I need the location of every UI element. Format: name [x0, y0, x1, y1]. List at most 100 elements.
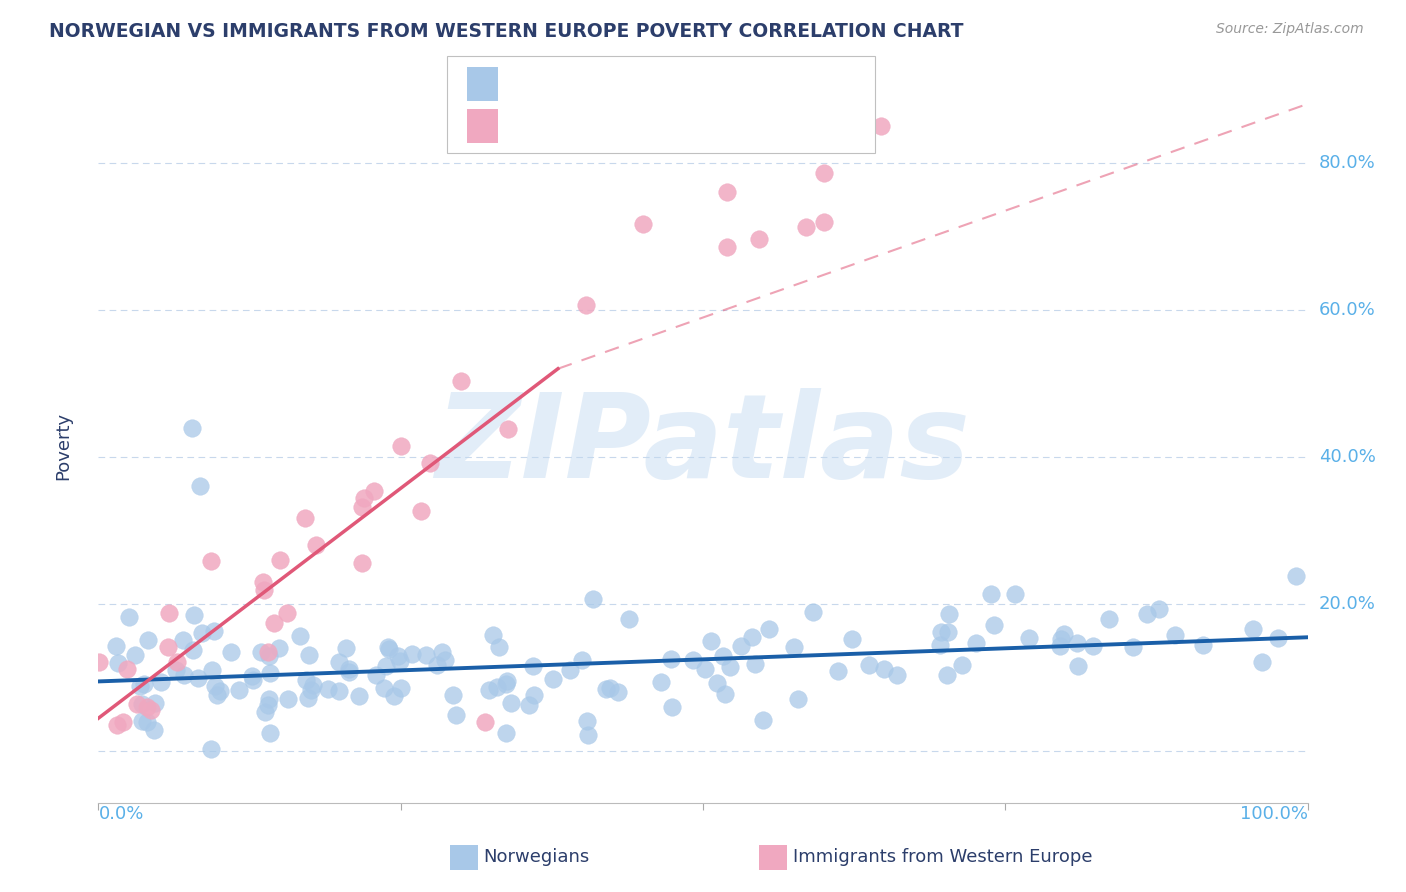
Point [1081, 639, 1104, 653]
Point [650, 675, 672, 690]
Point [474, 714, 496, 729]
Point [294, 673, 316, 687]
Point [1191, 639, 1213, 653]
Point [105, 718, 128, 732]
Point [1251, 655, 1274, 669]
Point [485, 680, 508, 694]
Point [259, 666, 281, 681]
Point [172, 632, 194, 647]
Point [1163, 628, 1185, 642]
Point [190, 479, 212, 493]
Point [316, 681, 339, 696]
Point [263, 615, 285, 630]
Point [240, 669, 263, 683]
Point [783, 640, 806, 654]
Point [328, 655, 350, 669]
Point [714, 687, 737, 701]
Point [938, 607, 960, 621]
Point [299, 683, 322, 698]
Point [349, 690, 371, 704]
Point [250, 644, 273, 658]
Text: 0.0%: 0.0% [98, 805, 143, 823]
Point [132, 677, 155, 691]
Point [205, 688, 228, 702]
Point [159, 606, 181, 620]
Y-axis label: Poverty: Poverty [55, 412, 73, 480]
Point [143, 697, 166, 711]
Point [980, 587, 1002, 601]
Point [607, 684, 630, 698]
Point [298, 648, 321, 663]
Point [758, 622, 780, 636]
Point [181, 642, 204, 657]
Point [387, 648, 409, 663]
Point [599, 681, 621, 696]
Point [1004, 587, 1026, 601]
Point [495, 725, 517, 739]
Point [478, 682, 501, 697]
Text: 100.0%: 100.0% [1240, 805, 1308, 823]
Point [124, 648, 146, 662]
Point [328, 684, 350, 698]
Point [1267, 631, 1289, 645]
Point [183, 608, 205, 623]
Point [269, 553, 291, 567]
Point [541, 672, 564, 686]
Point [253, 583, 276, 598]
Point [389, 439, 412, 453]
Point [419, 456, 441, 470]
Point [335, 641, 357, 656]
Point [375, 659, 398, 673]
Point [228, 683, 250, 698]
Point [582, 591, 605, 606]
Point [256, 645, 278, 659]
Point [716, 240, 738, 254]
Point [869, 119, 891, 133]
Point [135, 700, 157, 714]
Point [294, 511, 316, 525]
Point [1018, 631, 1040, 645]
Point [337, 662, 360, 676]
Point [498, 422, 520, 436]
Point [382, 689, 405, 703]
Point [841, 632, 863, 646]
Point [488, 640, 510, 654]
Point [350, 500, 373, 515]
Point [1136, 607, 1159, 622]
Point [143, 723, 166, 737]
Text: N =  38: N = 38 [661, 118, 735, 136]
Point [190, 625, 212, 640]
Point [415, 648, 437, 662]
Point [125, 697, 148, 711]
Point [965, 636, 987, 650]
Point [149, 675, 172, 690]
Point [242, 673, 264, 688]
Point [276, 607, 298, 621]
Point [1122, 640, 1144, 654]
Point [111, 714, 134, 729]
Point [560, 663, 582, 677]
Point [432, 644, 454, 658]
Point [411, 504, 433, 518]
Point [813, 214, 835, 228]
Point [522, 659, 544, 673]
Point [253, 705, 276, 719]
Point [166, 655, 188, 669]
Point [389, 654, 412, 668]
Point [801, 605, 824, 619]
Point [1067, 658, 1090, 673]
Point [135, 714, 157, 729]
Point [718, 660, 741, 674]
Point [157, 640, 180, 654]
Point [377, 640, 399, 654]
Point [305, 538, 328, 552]
Point [259, 691, 281, 706]
Text: NORWEGIAN VS IMMIGRANTS FROM WESTERN EUROPE POVERTY CORRELATION CHART: NORWEGIAN VS IMMIGRANTS FROM WESTERN EUR… [49, 22, 963, 41]
Point [181, 420, 204, 434]
Text: Immigrants from Western Europe: Immigrants from Western Europe [793, 848, 1092, 866]
Text: ZIPatlas: ZIPatlas [436, 389, 970, 503]
Point [661, 700, 683, 714]
Point [936, 624, 959, 639]
Point [131, 714, 153, 729]
Point [173, 668, 195, 682]
